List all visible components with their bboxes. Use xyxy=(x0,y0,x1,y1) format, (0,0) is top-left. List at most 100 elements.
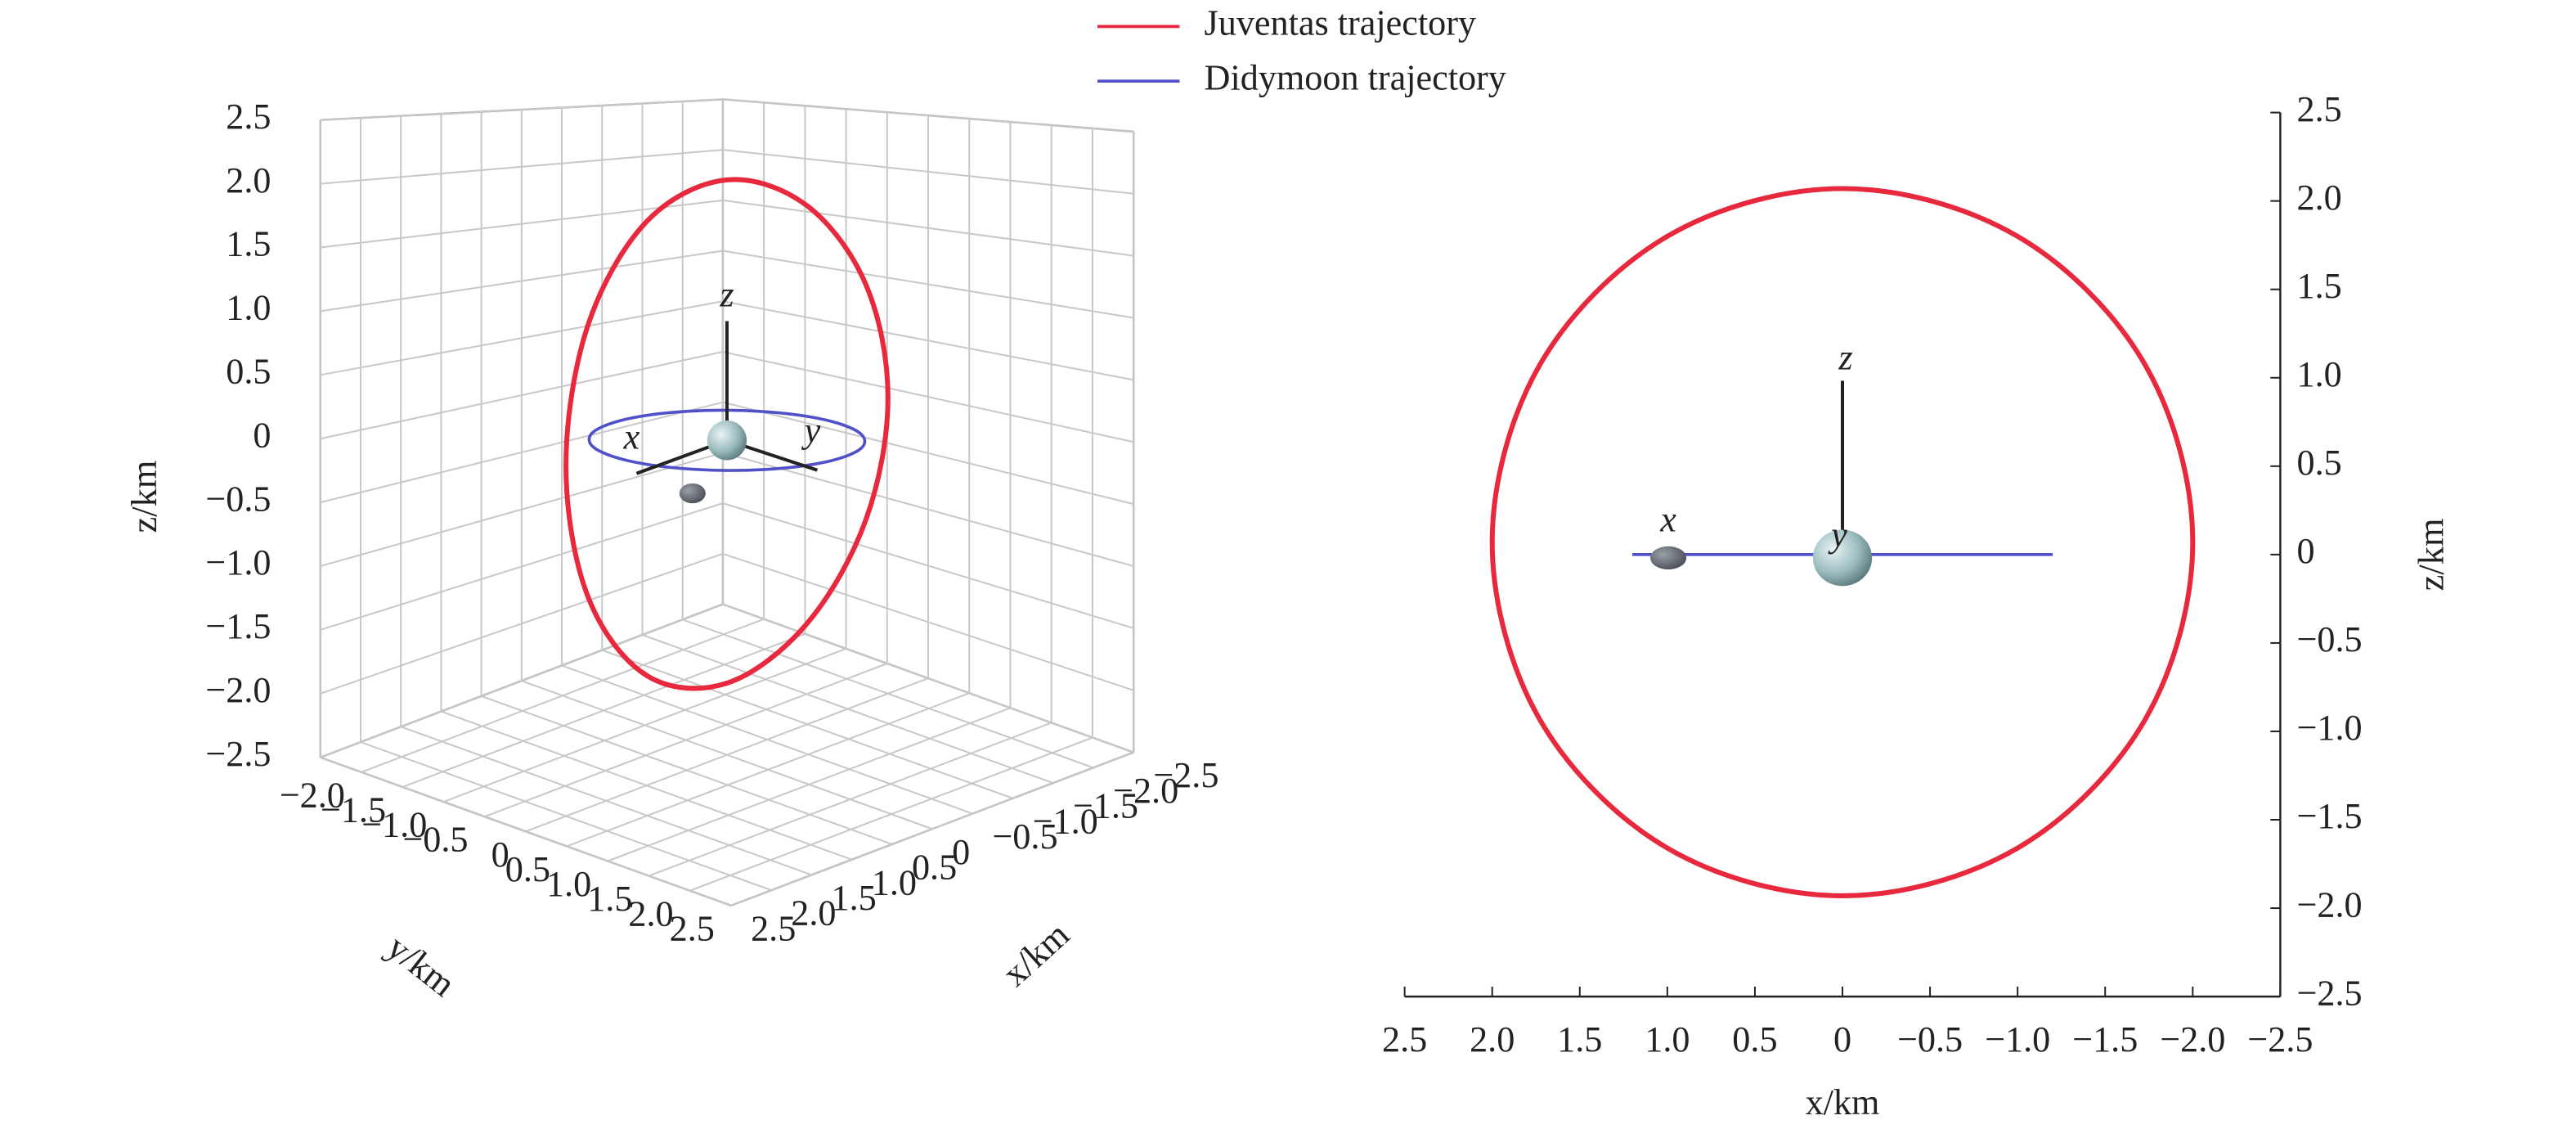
grid-line xyxy=(320,350,724,440)
y-tick-label: 0 xyxy=(2296,530,2314,571)
didymos xyxy=(1812,529,1873,587)
grid-line xyxy=(722,502,1134,629)
z-axis-label: z/km xyxy=(123,461,164,533)
y-tick-label: 2.0 xyxy=(2296,177,2341,218)
x-tick-label: 2.5 xyxy=(1382,1019,1427,1059)
x-tick-label: 1.0 xyxy=(872,861,917,902)
grid-line xyxy=(722,250,1134,319)
grid-line xyxy=(320,98,723,121)
y-tick-label: −2.0 xyxy=(2296,884,2362,924)
grid-line xyxy=(722,452,1134,567)
grid-line xyxy=(722,401,1134,506)
z-tick-label: 1.5 xyxy=(226,223,271,264)
y-axis-label: y/km xyxy=(379,926,463,1005)
z-tick-label: 0.5 xyxy=(226,350,271,391)
grid-line xyxy=(443,647,846,803)
y-tick-label: −1.5 xyxy=(2296,795,2362,836)
y-tick-label: −1.0 xyxy=(361,804,427,845)
y-tick-label: −1.5 xyxy=(321,789,386,830)
x-tick-label: −2.5 xyxy=(1153,754,1218,795)
triad-label: y xyxy=(801,409,821,450)
grid-line xyxy=(722,149,1134,195)
y-tick-label: 1.5 xyxy=(587,878,632,919)
z-tick-label: −1.5 xyxy=(205,605,271,646)
z-tick-label: 0 xyxy=(253,414,271,455)
grid-line xyxy=(320,603,724,758)
y-tick-label: 0.5 xyxy=(505,848,550,889)
x-tick-label: −1.5 xyxy=(1073,785,1138,826)
grid-line xyxy=(722,603,1134,753)
legend-label: Didymoon trajectory xyxy=(1205,56,1506,97)
plot-3d: −2.5−2.0−1.5−1.0−0.500.51.01.52.02.5−2.0… xyxy=(123,96,1218,1005)
grid-line xyxy=(402,632,806,788)
z-tick-label: −0.5 xyxy=(205,478,271,519)
x-tick-label: −1.0 xyxy=(1985,1019,2050,1059)
y-tick-label: 0.5 xyxy=(2296,442,2341,483)
grid-line xyxy=(689,736,1093,892)
y-tick-label: 2.5 xyxy=(2296,88,2341,129)
trajectory xyxy=(587,408,867,472)
grid-line xyxy=(722,199,1134,257)
y-axis-label: z/km xyxy=(2411,518,2452,591)
grid-line xyxy=(607,707,1011,862)
grid-line xyxy=(320,552,724,695)
grid-line xyxy=(320,401,724,504)
x-tick-label: 2.0 xyxy=(791,893,836,933)
triad-label: x xyxy=(1659,498,1676,539)
trajectory xyxy=(563,177,891,691)
y-tick-label: 0 xyxy=(491,834,509,875)
grid-line xyxy=(730,751,1134,906)
legend: Juventas trajectory Didymoon trajectory xyxy=(1097,2,1506,97)
y-tick-label: 2.5 xyxy=(670,907,715,948)
triad-label: x xyxy=(623,416,640,457)
grid-line xyxy=(320,199,724,249)
x-tick-label: 2.5 xyxy=(751,907,796,948)
y-tick-label: −2.5 xyxy=(2296,972,2362,1013)
x-axis-label: x/km xyxy=(1806,1082,1880,1122)
grid-line xyxy=(320,502,724,631)
x-tick-label: 0 xyxy=(952,831,970,872)
z-tick-label: 1.0 xyxy=(226,286,271,327)
grid-line xyxy=(722,98,1134,133)
z-tick-label: −2.0 xyxy=(205,669,271,710)
y-tick-label: 1.5 xyxy=(2296,265,2341,306)
didymos xyxy=(707,420,747,461)
grid-line xyxy=(566,692,970,848)
x-tick-label: 0 xyxy=(1833,1019,1851,1059)
plot-2d: 2.5 2.0 1.5 1.0 0.5 0 −0.5 −1.0 −1.5 −2.0 −2.5 −2.5… xyxy=(1382,88,2451,1122)
didymoon xyxy=(1649,546,1687,570)
y-tick-label: −0.5 xyxy=(2296,618,2362,659)
x-tick-label: 0.5 xyxy=(912,846,957,887)
x-tick-label: 1.5 xyxy=(832,877,877,918)
triad-label: z xyxy=(719,273,734,314)
grid-line xyxy=(648,722,1052,877)
grid-line xyxy=(320,452,724,567)
legend-label: Juventas trajectory xyxy=(1205,2,1476,43)
grid-line xyxy=(722,552,1134,691)
x-tick-label: 1.5 xyxy=(1557,1019,1602,1059)
x-tick-label: −2.5 xyxy=(2247,1019,2313,1059)
x-tick-label: −2.0 xyxy=(2160,1019,2225,1059)
x-tick-label: 0.5 xyxy=(1732,1019,1777,1059)
grid-line xyxy=(320,300,724,376)
y-tick-label: −2.0 xyxy=(280,774,345,815)
x-tick-label: −0.5 xyxy=(992,816,1057,857)
y-tick-label: −1.0 xyxy=(2296,707,2362,748)
grid-line xyxy=(722,350,1134,443)
x-tick-label: −1.5 xyxy=(2072,1019,2138,1059)
y-tick-label: 1.0 xyxy=(2296,353,2341,394)
x-tick-label: −0.5 xyxy=(1897,1019,1963,1059)
trajectory xyxy=(1489,186,2196,898)
z-tick-label: 2.5 xyxy=(226,96,271,137)
x-tick-label: 2.0 xyxy=(1470,1019,1515,1059)
z-tick-label: −1.0 xyxy=(205,542,271,582)
grid-line xyxy=(361,618,765,773)
y-tick-label: 2.0 xyxy=(628,893,673,933)
grid-line xyxy=(484,663,888,818)
triad-label: z xyxy=(1838,336,1852,377)
grid-line xyxy=(525,677,929,833)
x-tick-label: −2.0 xyxy=(1113,770,1178,811)
didymoon xyxy=(679,483,706,504)
